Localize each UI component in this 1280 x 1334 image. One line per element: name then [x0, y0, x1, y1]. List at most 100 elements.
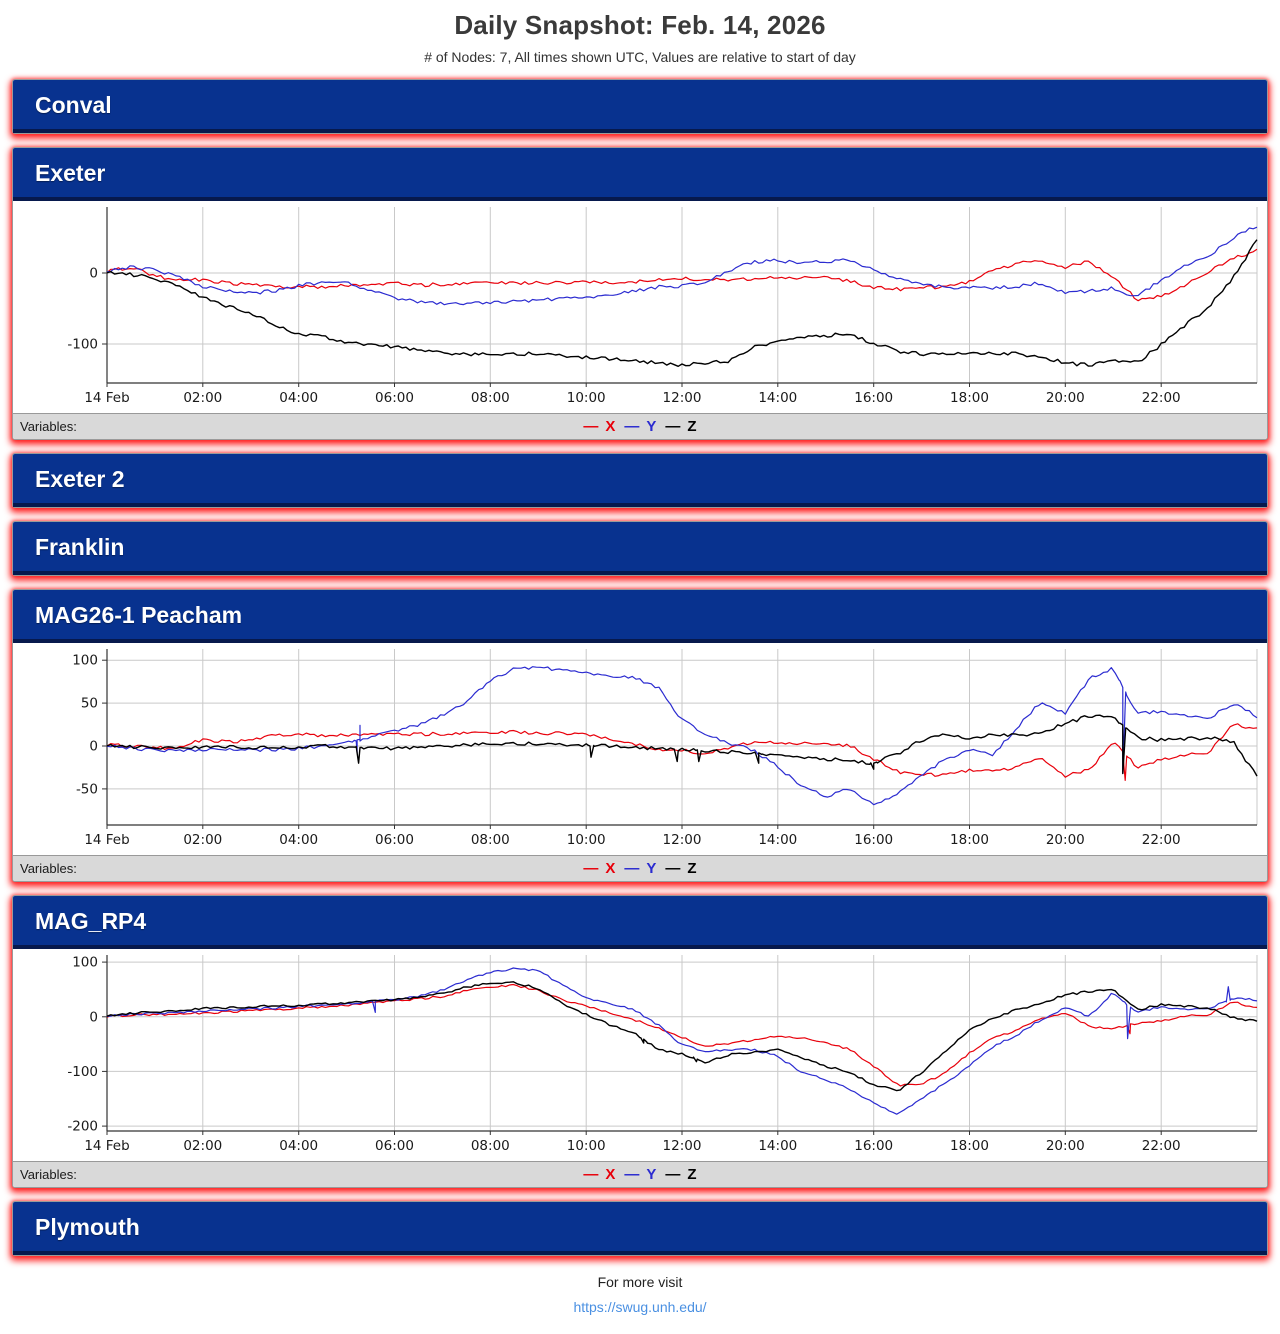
svg-text:14 Feb: 14 Feb — [84, 832, 129, 848]
legend-label: Y — [646, 860, 657, 877]
legend-item-z[interactable]: — Z — [665, 860, 696, 877]
panel-exeter: Exeter 0 -100 14 Feb 02:00 04:00 06:00 08:00 10:… — [12, 147, 1268, 440]
panel-header-exeter[interactable]: Exeter — [13, 148, 1267, 201]
svg-text:14 Feb: 14 Feb — [84, 1138, 129, 1154]
legend-dash-icon: — — [665, 418, 681, 435]
legend-dash-icon: — — [583, 1166, 599, 1183]
panel-header-plymouth[interactable]: Plymouth — [13, 1202, 1267, 1255]
legend-label: X — [605, 1166, 616, 1183]
legend-dash-icon: — — [624, 1166, 640, 1183]
svg-text:02:00: 02:00 — [183, 1138, 222, 1154]
legend-item-y[interactable]: — Y — [624, 1166, 656, 1183]
svg-text:20:00: 20:00 — [1046, 1138, 1085, 1154]
svg-text:12:00: 12:00 — [663, 832, 702, 848]
variables-bar-mag26-1-peacham: Variables: — X — Y — Z — [13, 855, 1267, 881]
svg-text:18:00: 18:00 — [950, 390, 989, 406]
svg-text:22:00: 22:00 — [1142, 390, 1181, 406]
chart-exeter: 0 -100 14 Feb 02:00 04:00 06:00 08:00 10:00 12:0… — [13, 201, 1267, 413]
legend: — X — Y — Z — [583, 414, 696, 439]
svg-text:12:00: 12:00 — [663, 1138, 702, 1154]
svg-text:18:00: 18:00 — [950, 832, 989, 848]
panel-title-conval: Conval — [35, 92, 112, 118]
svg-text:02:00: 02:00 — [183, 390, 222, 406]
legend-label: Y — [646, 418, 657, 435]
svg-text:18:00: 18:00 — [950, 1138, 989, 1154]
panels-container: Conval Exeter 0 -100 14 Feb 02:00 04:00 06:00 08… — [0, 79, 1280, 1256]
svg-text:08:00: 08:00 — [471, 832, 510, 848]
svg-text:16:00: 16:00 — [854, 832, 893, 848]
svg-text:0: 0 — [89, 739, 98, 755]
svg-text:04:00: 04:00 — [279, 390, 318, 406]
svg-text:06:00: 06:00 — [375, 1138, 414, 1154]
svg-text:16:00: 16:00 — [854, 390, 893, 406]
legend-dash-icon: — — [665, 1166, 681, 1183]
legend-dash-icon: — — [624, 860, 640, 877]
legend-dash-icon: — — [583, 860, 599, 877]
svg-text:06:00: 06:00 — [375, 832, 414, 848]
svg-text:14 Feb: 14 Feb — [84, 390, 129, 406]
legend-dash-icon: — — [665, 860, 681, 877]
panel-mag26-1-peacham: MAG26-1 Peacham 100 50 0 -50 14 Feb 02:00 04:00… — [12, 589, 1268, 882]
variables-label: Variables: — [20, 419, 77, 434]
svg-text:-100: -100 — [67, 1064, 98, 1080]
panel-title-exeter-2: Exeter 2 — [35, 466, 125, 492]
page-title: Daily Snapshot: Feb. 14, 2026 — [454, 10, 826, 40]
panel-title-mag26-1-peacham: MAG26-1 Peacham — [35, 602, 243, 628]
variables-bar-exeter: Variables: — X — Y — Z — [13, 413, 1267, 439]
footer: For more visit https://swug.unh.edu/ — [0, 1274, 1280, 1317]
panel-conval: Conval — [12, 79, 1268, 134]
svg-text:04:00: 04:00 — [279, 1138, 318, 1154]
page-subtitle: # of Nodes: 7, All times shown UTC, Valu… — [424, 49, 856, 65]
legend-item-x[interactable]: — X — [583, 418, 615, 435]
svg-text:04:00: 04:00 — [279, 832, 318, 848]
panel-header-conval[interactable]: Conval — [13, 80, 1267, 133]
footer-text: For more visit — [597, 1274, 683, 1290]
svg-text:22:00: 22:00 — [1142, 832, 1181, 848]
legend-label: X — [605, 418, 616, 435]
legend: — X — Y — Z — [583, 1162, 696, 1187]
variables-bar-mag-rp4: Variables: — X — Y — Z — [13, 1161, 1267, 1187]
footer-link[interactable]: https://swug.unh.edu/ — [573, 1299, 707, 1315]
panel-title-plymouth: Plymouth — [35, 1214, 140, 1240]
panel-title-mag-rp4: MAG_RP4 — [35, 908, 147, 934]
panel-header-mag26-1-peacham[interactable]: MAG26-1 Peacham — [13, 590, 1267, 643]
svg-text:14:00: 14:00 — [758, 832, 797, 848]
legend-label: Z — [687, 1166, 697, 1183]
svg-text:16:00: 16:00 — [854, 1138, 893, 1154]
legend-item-y[interactable]: — Y — [624, 418, 656, 435]
legend-item-x[interactable]: — X — [583, 1166, 615, 1183]
chart-svg-mag-rp4: 100 0 -100 -200 14 Feb 02:00 04:00 06:00 08:00 10… — [67, 955, 1258, 1154]
chart-svg-exeter: 0 -100 14 Feb 02:00 04:00 06:00 08:00 10:00 12:0… — [67, 207, 1258, 406]
svg-text:100: 100 — [72, 653, 98, 669]
legend-label: X — [605, 860, 616, 877]
svg-text:0: 0 — [89, 1009, 98, 1025]
panel-title-exeter: Exeter — [35, 160, 106, 186]
legend: — X — Y — Z — [583, 856, 696, 881]
panel-header-mag-rp4[interactable]: MAG_RP4 — [13, 896, 1267, 949]
chart-mag-rp4: 100 0 -100 -200 14 Feb 02:00 04:00 06:00 08:00 10… — [13, 949, 1267, 1161]
svg-text:12:00: 12:00 — [663, 390, 702, 406]
svg-text:50: 50 — [81, 696, 98, 712]
legend-label: Z — [687, 860, 697, 877]
panel-mag-rp4: MAG_RP4 100 0 -100 -200 14 Feb 02:00 04:00 06:00… — [12, 895, 1268, 1188]
svg-text:10:00: 10:00 — [567, 832, 606, 848]
legend-item-z[interactable]: — Z — [665, 1166, 696, 1183]
svg-text:08:00: 08:00 — [471, 390, 510, 406]
variables-label: Variables: — [20, 861, 77, 876]
legend-dash-icon: — — [624, 418, 640, 435]
panel-header-exeter-2[interactable]: Exeter 2 — [13, 454, 1267, 507]
legend-item-x[interactable]: — X — [583, 860, 615, 877]
svg-text:20:00: 20:00 — [1046, 390, 1085, 406]
legend-dash-icon: — — [583, 418, 599, 435]
panel-exeter-2: Exeter 2 — [12, 453, 1268, 508]
legend-item-y[interactable]: — Y — [624, 860, 656, 877]
legend-item-z[interactable]: — Z — [665, 418, 696, 435]
svg-text:100: 100 — [72, 955, 98, 971]
legend-label: Z — [687, 418, 697, 435]
svg-text:08:00: 08:00 — [471, 1138, 510, 1154]
panel-header-franklin[interactable]: Franklin — [13, 522, 1267, 575]
panel-title-franklin: Franklin — [35, 534, 125, 560]
svg-text:14:00: 14:00 — [758, 390, 797, 406]
svg-text:10:00: 10:00 — [567, 390, 606, 406]
panel-franklin: Franklin — [12, 521, 1268, 576]
